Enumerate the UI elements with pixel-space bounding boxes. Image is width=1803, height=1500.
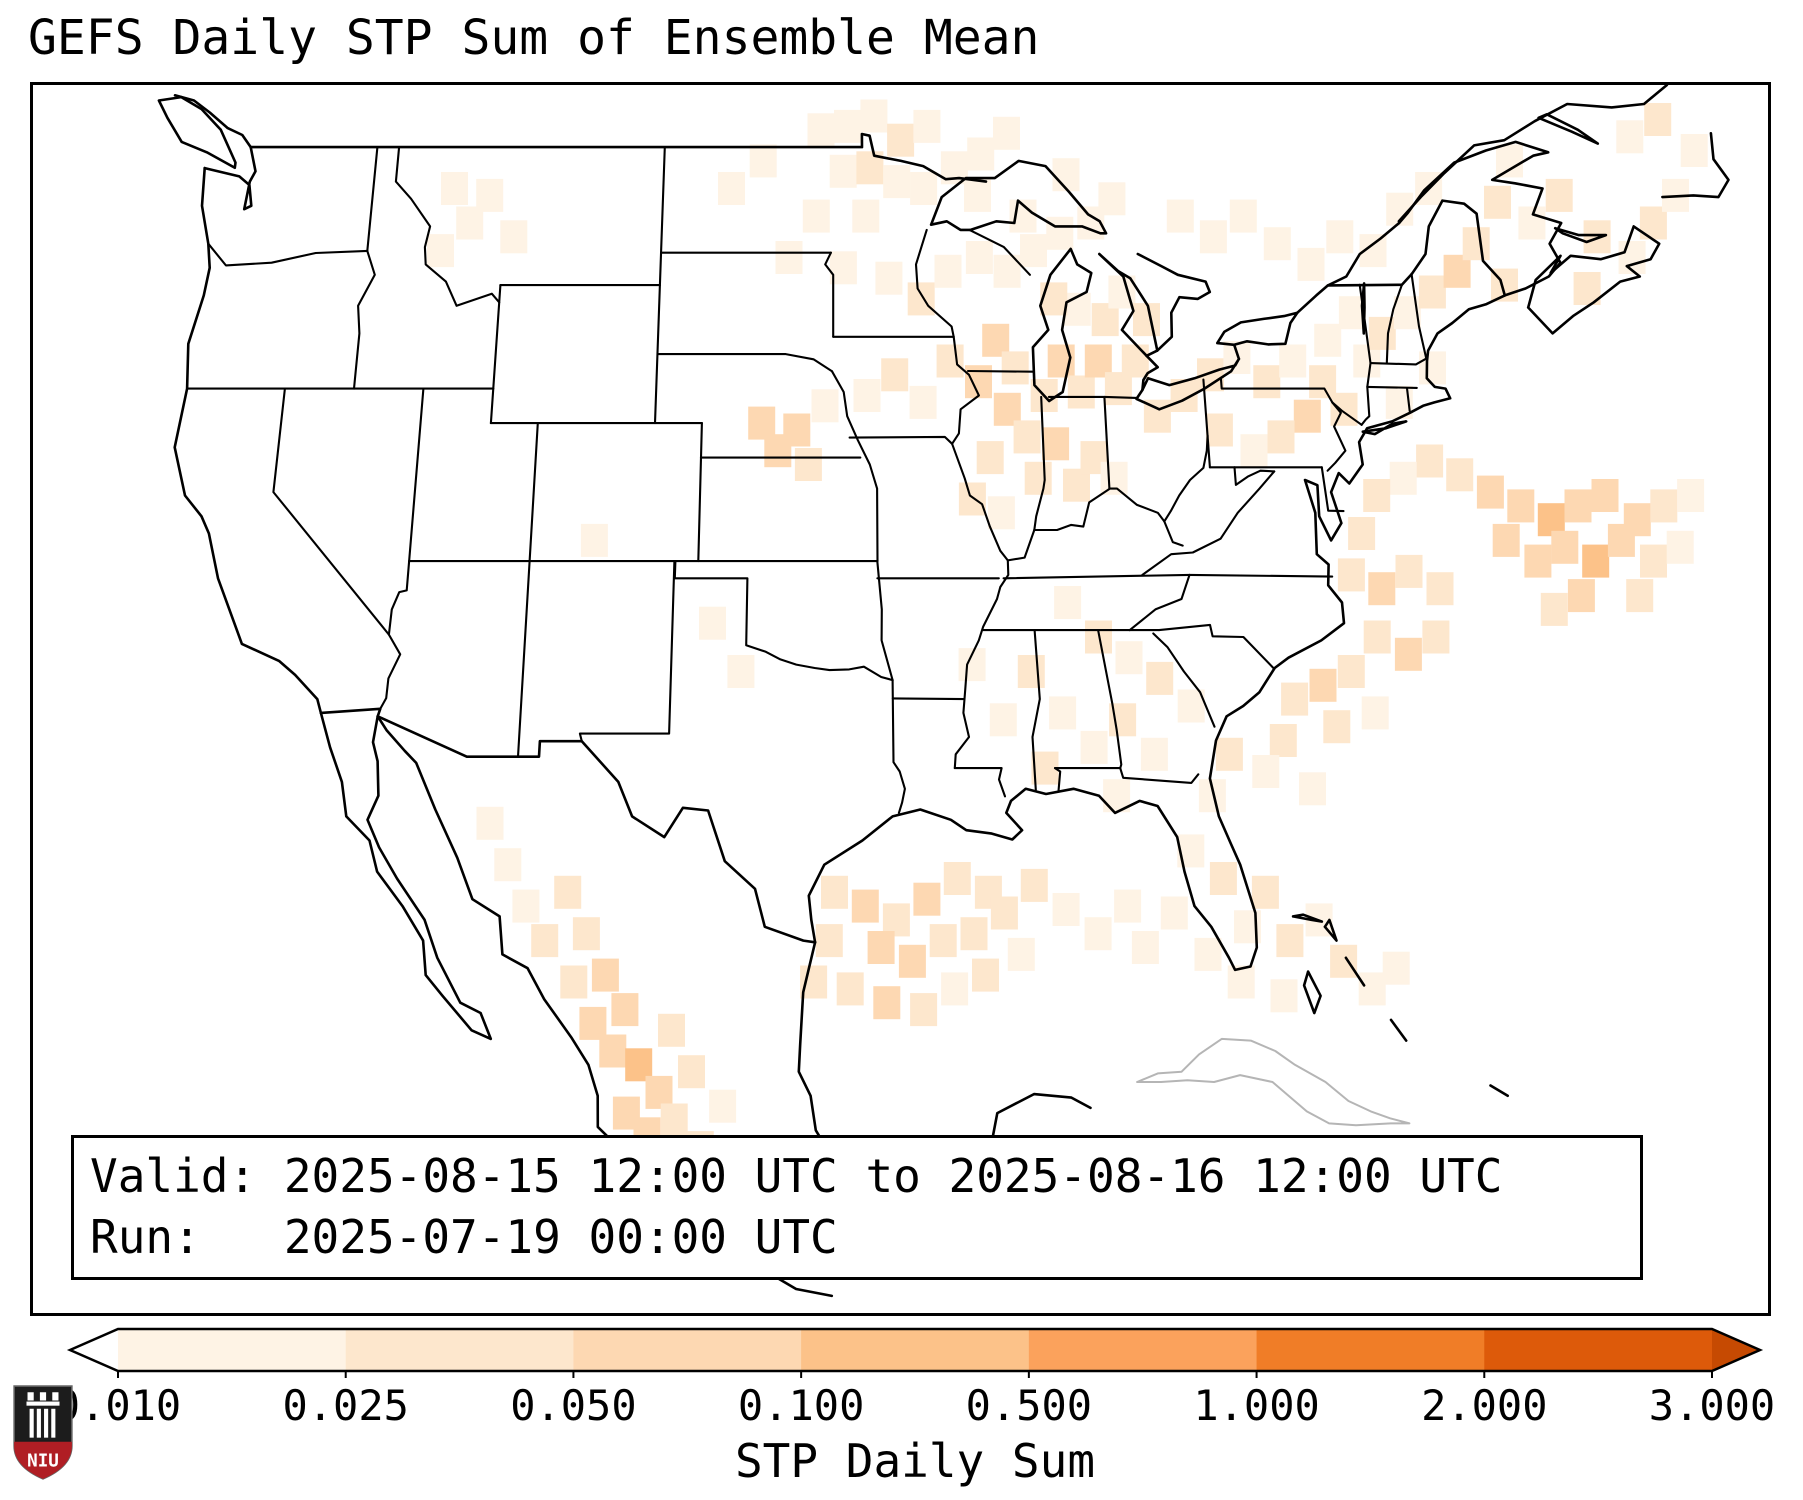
colorbar-segment: [573, 1329, 802, 1371]
colorbar-label: STP Daily Sum: [734, 1434, 1096, 1488]
colorbar-under-arrow: [70, 1329, 118, 1371]
colorbar-tick-label: 3.000: [1649, 1381, 1775, 1430]
coastlines: [157, 85, 1730, 1298]
niu-logo-text: NIU: [27, 1452, 59, 1472]
niu-red-band: [14, 1441, 72, 1479]
colorbar-segment: [1028, 1329, 1258, 1371]
colorbar-segment: [118, 1329, 347, 1371]
colorbar-tick-label: 1.000: [1193, 1381, 1319, 1430]
state-borders: [186, 146, 1428, 814]
map-frame: Valid: 2025-08-15 12:00 UTC to 2025-08-1…: [30, 82, 1771, 1316]
colorbar-segment: [1484, 1329, 1713, 1371]
valid-time-text: Valid: 2025-08-15 12:00 UTC to 2025-08-1…: [90, 1149, 1503, 1203]
colorbar: 0.010 0.025 0.050 0.100 0.500 1.000 2.000 3.000: [55, 1327, 1775, 1430]
colorbar-tick-label: 0.025: [282, 1381, 408, 1430]
colorbar-over-arrow: [1712, 1329, 1760, 1371]
colorbar-tick-label: 0.100: [738, 1381, 864, 1430]
colorbar-tick-label: 0.010: [55, 1381, 181, 1430]
colorbar-tick-label: 0.050: [510, 1381, 636, 1430]
niu-castle-icon: [26, 1392, 60, 1438]
stp-shading-cells: [427, 99, 1708, 1165]
niu-logo: NIU: [13, 1385, 73, 1480]
colorbar-tick-label: 0.500: [966, 1381, 1092, 1430]
map-canvas: [157, 85, 1730, 1298]
colorbar-tick-label: 2.000: [1421, 1381, 1547, 1430]
run-time-text: Run: 2025-07-19 00:00 UTC: [90, 1209, 838, 1264]
info-box: Valid: 2025-08-15 12:00 UTC to 2025-08-1…: [71, 1135, 1643, 1281]
chart-title: GEFS Daily STP Sum of Ensemble Mean: [28, 10, 1040, 66]
colorbar-segment: [345, 1329, 575, 1371]
colorbar-segment: [1256, 1329, 1486, 1371]
colorbar-segment: [801, 1329, 1030, 1371]
